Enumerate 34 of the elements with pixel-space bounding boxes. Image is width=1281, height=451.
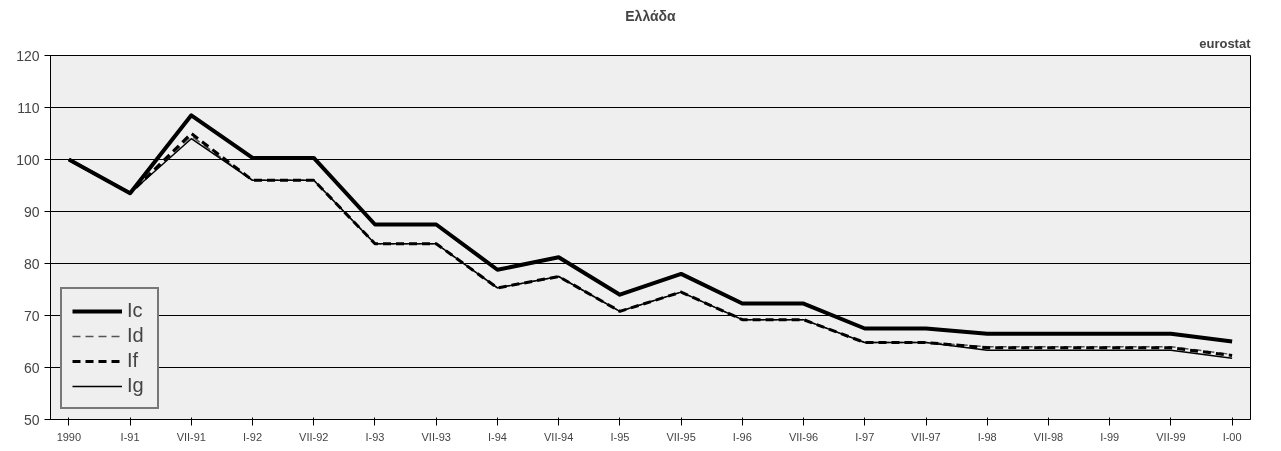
y-tick-label: 90 [23, 203, 40, 220]
x-tick-label: VII-99 [1156, 430, 1186, 443]
y-tick-label: 120 [16, 47, 40, 64]
legend-label: Id [127, 324, 145, 347]
legend-label: If [127, 349, 140, 372]
x-tick-label: I-00 [1222, 430, 1242, 443]
x-tick-label: I-94 [487, 430, 507, 443]
x-tick-label: I-92 [243, 430, 263, 443]
y-tick-label: 110 [17, 99, 40, 116]
y-tick-label: 70 [23, 307, 40, 324]
x-tick-label: VII-97 [911, 430, 941, 443]
y-tick-label: 100 [16, 151, 40, 168]
y-tick-label: 50 [23, 411, 40, 428]
x-tick-label: I-97 [855, 430, 875, 443]
x-tick-label: I-98 [977, 430, 997, 443]
x-tick-label: VII-92 [299, 430, 329, 443]
text: eurostat [1199, 35, 1252, 51]
x-tick-label: VII-96 [788, 430, 819, 443]
legend-label: Ig [127, 374, 145, 397]
x-tick-label: I-96 [732, 430, 752, 443]
x-tick-label: I-95 [610, 430, 630, 443]
y-tick-label: 80 [23, 255, 40, 272]
x-tick-label: VII-94 [543, 430, 574, 443]
x-tick-label: VII-91 [176, 430, 206, 443]
x-tick-label: I-91 [120, 430, 140, 443]
x-tick-label: VII-93 [421, 430, 451, 443]
x-tick-label: 1990 [56, 430, 82, 443]
x-tick-label: VII-98 [1033, 430, 1064, 443]
x-tick-label: I-93 [365, 430, 385, 443]
legend-label: Ic [127, 299, 144, 322]
x-tick-label: I-99 [1100, 430, 1120, 443]
chart-title: Ελλάδα [625, 7, 677, 24]
x-tick-label: VII-95 [666, 430, 696, 443]
y-tick-label: 60 [23, 359, 40, 376]
